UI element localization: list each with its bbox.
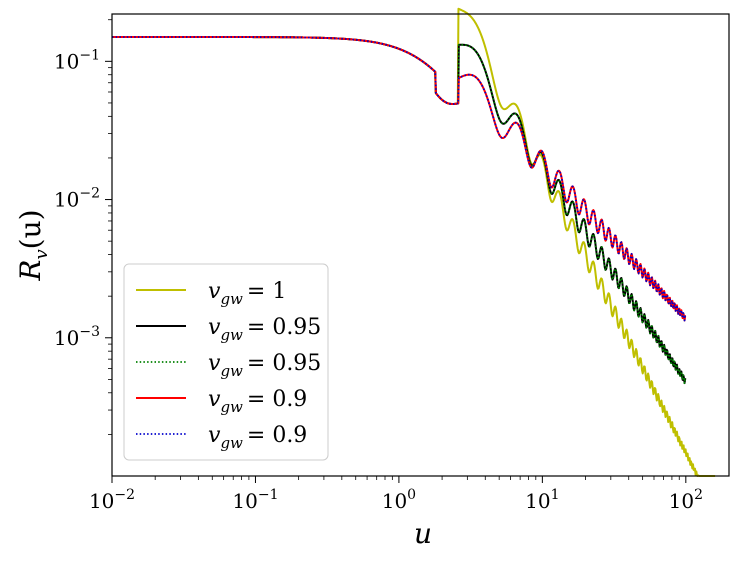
y-axis-label-text: Rv(u) — [14, 209, 52, 281]
x-tick-label-1: 10−1 — [232, 487, 278, 513]
x-tick-label-4: 102 — [669, 487, 703, 513]
plot-frame — [111, 13, 730, 477]
plot-lines — [111, 7, 716, 477]
legend-label-1: vgw = 0.95 — [208, 315, 321, 344]
legend-label-4: vgw = 0.9 — [208, 423, 307, 452]
y-tick-label-0: 10−3 — [54, 324, 100, 350]
legend-label-2: vgw = 0.95 — [208, 351, 321, 380]
series-line-4 — [111, 36, 687, 322]
legend-box — [123, 263, 329, 461]
legend-label-0: vgw = 1 — [208, 279, 286, 308]
x-tick-label-3: 101 — [525, 487, 559, 513]
y-tick-label-1: 10−2 — [54, 186, 100, 212]
x-tick-label-0: 10−2 — [89, 487, 135, 513]
legend: vgw = 1 vgw = 0.95 vgw = 0.95 vgw = 0.9 vgw = 0.9 — [123, 263, 329, 461]
ticks: 10−2 10−1 100 101 102 10−3 10−2 10−1 — [54, 19, 703, 513]
svg-text:Rv(u): Rv(u) — [14, 209, 52, 281]
x-axis-label: u — [414, 517, 432, 550]
x-tick-label-2: 100 — [382, 487, 416, 513]
y-tick-label-2: 10−1 — [54, 47, 100, 73]
legend-label-3: vgw = 0.9 — [208, 387, 307, 416]
y-axis-label: Rv(u) — [14, 209, 52, 281]
